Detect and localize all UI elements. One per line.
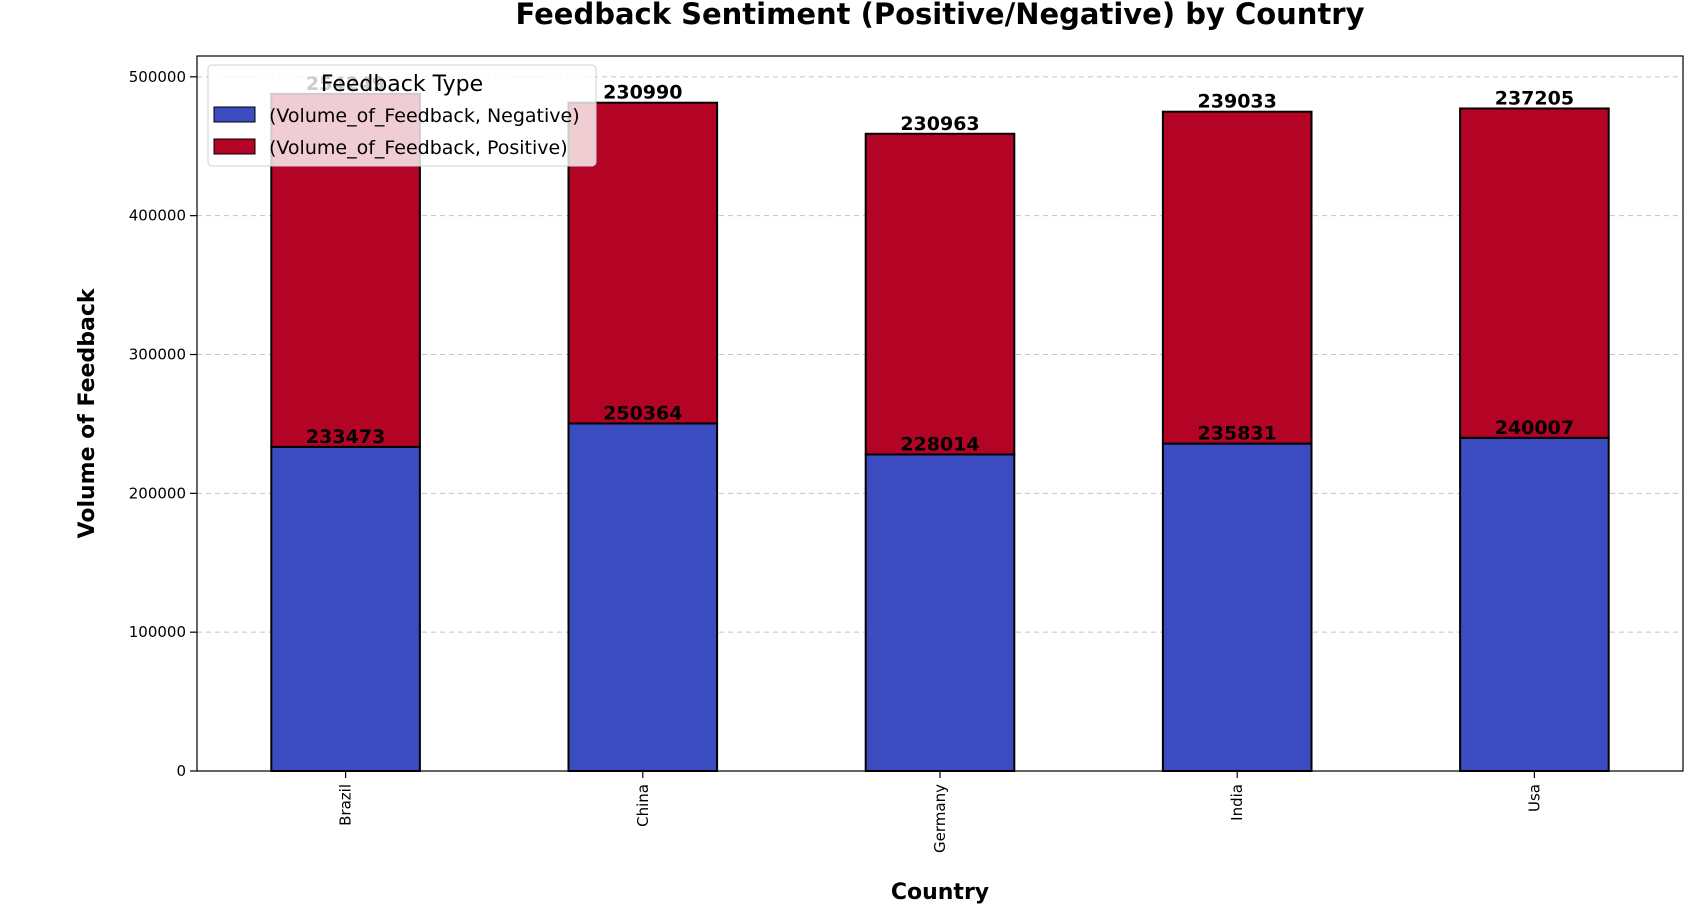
legend-swatch-positive [213, 138, 256, 155]
bar-china-negative [567, 422, 719, 772]
x-tick-label-usa: Usa [1525, 784, 1543, 812]
legend-swatch-negative [213, 106, 256, 123]
data-label-china-positive: 230990 [603, 82, 682, 104]
data-label-usa-positive: 237205 [1495, 87, 1574, 109]
bar-usa-negative [1459, 436, 1610, 772]
y-tick-label-0: 0 [176, 762, 186, 780]
x-axis-label: Country [891, 880, 989, 905]
data-label-india-negative: 235831 [1198, 423, 1277, 445]
x-tick-label-china: China [634, 784, 652, 827]
legend-title: Feedback Type [321, 72, 483, 97]
bar-brazil-negative [270, 445, 421, 772]
bar-usa-positive [1459, 107, 1610, 439]
data-label-china-negative: 250364 [603, 402, 682, 424]
legend: Feedback Type (Volume_of_Feedback, Negat… [207, 64, 597, 167]
legend-label-negative: (Volume_of_Feedback, Negative) [269, 105, 580, 127]
y-tick-label-2: 200000 [129, 484, 186, 502]
bar-germany-negative [864, 453, 1016, 772]
data-label-brazil-negative: 233473 [306, 426, 385, 448]
bars-group [270, 92, 1610, 772]
data-label-usa-negative: 240007 [1495, 417, 1574, 439]
data-labels-group: 2334732542492503642309902280142309632358… [306, 73, 1574, 456]
bar-india-positive [1161, 110, 1313, 445]
data-label-germany-positive: 230963 [900, 113, 979, 135]
legend-box [207, 64, 597, 167]
bar-germany-positive [864, 132, 1016, 456]
bar-india-negative [1161, 442, 1313, 772]
legend-label-positive: (Volume_of_Feedback, Positive) [269, 137, 568, 159]
x-tick-label-india: India [1228, 784, 1246, 821]
chart-title: Feedback Sentiment (Positive/Negative) b… [515, 0, 1364, 31]
x-tick-label-germany: Germany [931, 784, 949, 853]
data-label-germany-negative: 228014 [900, 433, 979, 455]
axes-group: 0 100000 200000 300000 400000 500000 Brazil Chi… [129, 55, 1684, 853]
y-tick-label-1: 100000 [129, 623, 186, 641]
data-label-india-positive: 239033 [1198, 91, 1277, 113]
y-tick-label-4: 400000 [129, 207, 186, 225]
y-tick-label-3: 300000 [129, 345, 186, 363]
y-tick-label-5: 500000 [129, 68, 186, 86]
y-axis-label: Volume of Feedback [75, 287, 100, 538]
x-tick-label-brazil: Brazil [337, 784, 355, 826]
